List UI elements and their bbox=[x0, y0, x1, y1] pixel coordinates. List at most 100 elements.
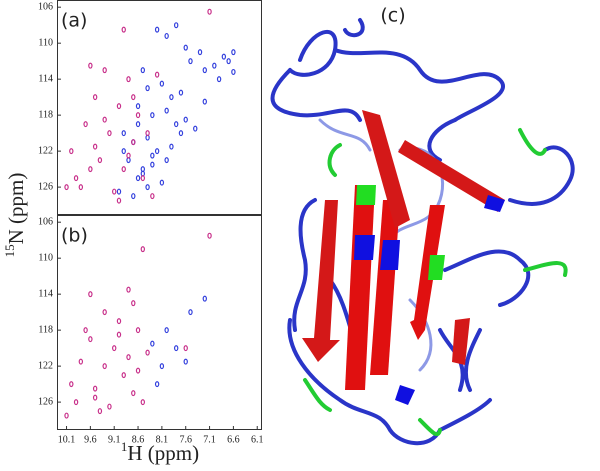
peak bbox=[183, 358, 188, 365]
peak bbox=[154, 148, 160, 155]
peak bbox=[140, 175, 146, 182]
peak bbox=[131, 139, 136, 146]
y-tick-label: 106 bbox=[38, 216, 53, 227]
peak bbox=[145, 349, 150, 356]
peak bbox=[116, 331, 122, 338]
peak bbox=[207, 8, 212, 15]
peak bbox=[164, 32, 169, 39]
peak bbox=[121, 166, 126, 173]
peak bbox=[173, 22, 179, 29]
peak bbox=[159, 80, 165, 87]
peak bbox=[140, 67, 146, 74]
peak bbox=[131, 94, 136, 101]
peak bbox=[126, 152, 131, 159]
peak bbox=[150, 112, 155, 119]
peak bbox=[73, 175, 79, 182]
peak bbox=[121, 148, 126, 155]
panel-frame bbox=[57, 0, 262, 215]
peak bbox=[116, 103, 122, 110]
peak bbox=[78, 358, 84, 365]
peak bbox=[107, 130, 112, 137]
y-label-sup: 15 bbox=[2, 244, 17, 257]
y-tick-label: 122 bbox=[38, 360, 53, 371]
peak bbox=[188, 58, 193, 65]
x-tick-label: 10.1 bbox=[58, 434, 76, 445]
peak bbox=[164, 327, 169, 334]
peak bbox=[202, 98, 207, 105]
peak bbox=[221, 53, 227, 60]
peak bbox=[102, 67, 107, 74]
x-tick-label: 6.6 bbox=[227, 434, 240, 445]
peak bbox=[169, 94, 174, 101]
peak bbox=[173, 345, 179, 352]
y-tick-label: 110 bbox=[38, 37, 53, 48]
peak bbox=[178, 130, 184, 137]
peak bbox=[150, 340, 155, 347]
panel-label: (a) bbox=[61, 10, 87, 32]
x-tick-label: 9.1 bbox=[108, 434, 121, 445]
y-axis-label: 15N (ppm) bbox=[2, 173, 28, 258]
panel-label: (b) bbox=[61, 225, 88, 247]
peak bbox=[164, 157, 169, 164]
peak bbox=[64, 412, 69, 419]
peak bbox=[145, 85, 150, 92]
y-tick-label: 118 bbox=[38, 109, 53, 120]
peak bbox=[216, 76, 222, 83]
peak bbox=[135, 367, 141, 374]
peak bbox=[135, 121, 141, 128]
peak bbox=[116, 197, 122, 204]
peak bbox=[88, 62, 93, 69]
peak bbox=[102, 116, 107, 123]
peak bbox=[145, 130, 150, 137]
x-tick-label: 7.6 bbox=[179, 434, 192, 445]
peak bbox=[73, 399, 79, 406]
peak bbox=[154, 71, 160, 78]
peak bbox=[140, 399, 146, 406]
peak bbox=[83, 327, 88, 334]
peak bbox=[164, 107, 169, 114]
y-tick-label: 126 bbox=[38, 396, 53, 407]
peak bbox=[145, 184, 150, 191]
peak bbox=[150, 152, 155, 159]
peak bbox=[121, 130, 126, 137]
peak bbox=[102, 309, 107, 316]
peak bbox=[92, 385, 98, 392]
peak bbox=[173, 121, 179, 128]
structure-label: (c) bbox=[380, 5, 405, 27]
peak bbox=[154, 26, 160, 33]
peak bbox=[131, 193, 136, 200]
panel-frame bbox=[57, 215, 262, 430]
peak bbox=[131, 300, 136, 307]
peak bbox=[88, 166, 93, 173]
peak bbox=[135, 327, 141, 334]
y-tick-label: 122 bbox=[38, 145, 53, 156]
peak bbox=[226, 58, 231, 65]
peak bbox=[193, 125, 198, 132]
peak bbox=[88, 291, 93, 298]
peak bbox=[97, 408, 103, 415]
x-tick-label: 8.6 bbox=[132, 434, 145, 445]
peak bbox=[69, 381, 74, 388]
peak bbox=[131, 390, 136, 397]
y-tick-label: 126 bbox=[38, 181, 53, 192]
peak bbox=[202, 67, 207, 74]
peak bbox=[121, 26, 126, 33]
peak bbox=[135, 112, 141, 119]
peak bbox=[188, 309, 193, 316]
x-label: H (ppm) bbox=[127, 441, 199, 465]
peak bbox=[92, 143, 98, 150]
peak bbox=[135, 175, 141, 182]
y-tick-label: 114 bbox=[38, 288, 53, 299]
peak bbox=[231, 68, 236, 75]
peak bbox=[159, 179, 165, 186]
x-tick-label: 7.1 bbox=[203, 434, 216, 445]
peak bbox=[92, 94, 98, 101]
peak bbox=[69, 148, 74, 155]
peak bbox=[126, 354, 131, 361]
peak bbox=[231, 49, 236, 56]
peak bbox=[126, 76, 131, 83]
protein-ribbon bbox=[270, 18, 575, 446]
x-label-sup: 1 bbox=[121, 439, 128, 454]
peak bbox=[150, 193, 155, 200]
peak bbox=[83, 121, 88, 128]
